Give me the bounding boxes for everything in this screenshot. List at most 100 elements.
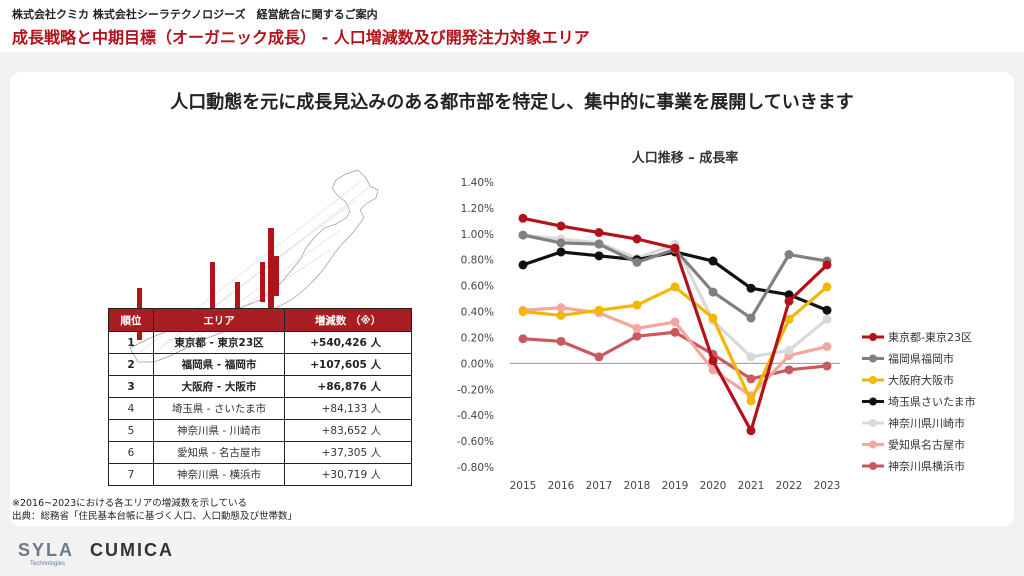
data-point [557,303,566,312]
x-tick-label: 2023 [814,480,841,492]
data-point [823,282,832,291]
table-header-row: 順位 エリア 増減数 （※） [109,309,412,332]
y-tick-label: -0.80% [457,462,494,474]
data-point [671,328,680,337]
data-point [747,284,756,293]
y-tick-label: -0.40% [457,410,494,422]
slide-title: 成長戦略と中期目標（オーガニック成長） - 人口増減数及び開発注力対象エリア [12,24,590,48]
data-point [785,250,794,259]
header-change: 増減数 （※） [285,309,412,332]
y-tick-label: 0.40% [461,307,494,319]
data-point [671,244,680,253]
table-row: 1 東京都 - 東京23区 +540,426 人 [109,332,412,354]
data-point [709,314,718,323]
x-tick-label: 2021 [738,480,765,492]
x-tick-label: 2017 [586,480,613,492]
area-cell: 神奈川県 - 川崎市 [154,420,285,442]
data-point [709,257,718,266]
area-cell: 大阪府 - 大阪市 [154,376,285,398]
data-point [633,235,642,244]
map-bar-saitama [274,256,279,296]
legend-label: 神奈川県横浜市 [888,459,965,473]
legend-marker [869,462,877,470]
data-point [785,365,794,374]
table-row: 2 福岡県 - 福岡市 +107,605 人 [109,354,412,376]
company-logo: SYLA Technologies CUMICA [18,540,198,568]
headline: 人口動態を元に成長見込みのある都市部を特定し、集中的に事業を展開していきます [10,88,1014,114]
data-point [595,352,604,361]
y-tick-label: -0.60% [457,436,494,448]
data-point [519,231,528,240]
rank-cell: 5 [109,420,154,442]
change-cell: +107,605 人 [285,354,412,376]
y-tick-label: 0.20% [461,332,494,344]
change-cell: +84,133 人 [285,398,412,420]
chart-title: 人口推移 – 成長率 [632,150,739,166]
area-cell: 埼玉県 - さいたま市 [154,398,285,420]
change-cell: +30,719 人 [285,464,412,486]
table-row: 4 埼玉県 - さいたま市 +84,133 人 [109,398,412,420]
y-tick-label: 1.40% [461,177,494,189]
legend-label: 埼玉県さいたま市 [888,395,976,409]
legend-label: 神奈川県川崎市 [888,416,965,430]
change-cell: +86,876 人 [285,376,412,398]
table-row: 7 神奈川県 - 横浜市 +30,719 人 [109,464,412,486]
data-point [557,238,566,247]
data-point [595,251,604,260]
legend-marker [869,355,877,363]
x-tick-label: 2015 [510,480,537,492]
table-row: 6 愛知県 - 名古屋市 +37,305 人 [109,442,412,464]
data-point [557,311,566,320]
change-cell: +83,652 人 [285,420,412,442]
data-point [557,247,566,256]
footnote: ※2016~2023における各エリアの増減数を示している 出典：総務省「住民基本… [12,497,297,523]
footnote-line-2: 出典：総務省「住民基本台帳に基づく人口、人口動態及び世帯数」 [12,510,297,523]
legend-marker [869,333,877,341]
data-point [823,361,832,370]
legend-label: 福岡県福岡市 [888,352,954,366]
y-tick-label: 0.00% [461,358,494,370]
logo-syla: SYLA [18,540,74,561]
rank-cell: 1 [109,332,154,354]
data-point [519,307,528,316]
data-point [671,282,680,291]
data-point [747,426,756,435]
data-point [557,337,566,346]
legend-label: 大阪府大阪市 [888,373,954,387]
data-point [633,301,642,310]
data-point [823,315,832,324]
x-tick-label: 2018 [624,480,651,492]
footnote-line-1: ※2016~2023における各エリアの増減数を示している [12,497,297,510]
header-area: エリア [154,309,285,332]
legend-marker [869,419,877,427]
data-point [747,374,756,383]
series-line [523,252,827,310]
y-tick-label: 1.00% [461,229,494,241]
data-point [595,306,604,315]
logo-cumica: CUMICA [90,540,174,561]
ranking-table: 順位 エリア 増減数 （※） 1 東京都 - 東京23区 +540,426 人 … [108,308,412,486]
data-point [747,396,756,405]
y-tick-label: 1.20% [461,203,494,215]
data-point [519,334,528,343]
data-point [823,342,832,351]
rank-cell: 4 [109,398,154,420]
change-cell: +37,305 人 [285,442,412,464]
data-point [595,228,604,237]
data-point [519,260,528,269]
data-point [747,314,756,323]
data-point [823,260,832,269]
legend-marker [869,441,877,449]
rank-cell: 3 [109,376,154,398]
data-point [785,346,794,355]
y-tick-label: 0.60% [461,281,494,293]
data-point [519,214,528,223]
data-point [595,240,604,249]
x-tick-label: 2020 [700,480,727,492]
x-tick-label: 2019 [662,480,689,492]
y-tick-label: 0.80% [461,255,494,267]
change-cell: +540,426 人 [285,332,412,354]
legend-label: 愛知県名古屋市 [888,438,965,452]
data-point [785,297,794,306]
map-bar-tokyo [268,228,274,312]
